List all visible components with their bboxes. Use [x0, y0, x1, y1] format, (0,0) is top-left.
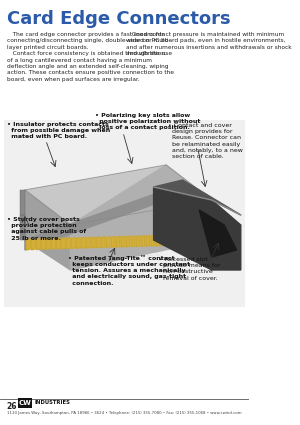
Text: CW: CW: [19, 400, 31, 406]
Polygon shape: [52, 238, 55, 249]
Bar: [20, 190, 25, 215]
Polygon shape: [27, 239, 30, 250]
Polygon shape: [70, 165, 212, 270]
Polygon shape: [146, 235, 150, 246]
Polygon shape: [131, 236, 135, 247]
Polygon shape: [37, 239, 40, 250]
Text: INDUSTRIES: INDUSTRIES: [34, 400, 70, 405]
Polygon shape: [56, 238, 60, 249]
Polygon shape: [91, 237, 95, 248]
Polygon shape: [116, 236, 120, 247]
Polygon shape: [156, 235, 160, 246]
Polygon shape: [86, 237, 90, 248]
Text: • Insulator protects contacts
  from possible damage when
  mated with PC board.: • Insulator protects contacts from possi…: [7, 122, 110, 139]
Text: 1110 James Way, Southampton, PA 18966 • 3624 • Telephone: (215) 355-7080 • Fax: : 1110 James Way, Southampton, PA 18966 • …: [7, 411, 241, 415]
Polygon shape: [96, 237, 100, 248]
Text: • Polarizing key slots allow
  positive polarization without
  loss of a contact: • Polarizing key slots allow positive po…: [95, 113, 201, 130]
Text: 26: 26: [7, 402, 17, 411]
Polygon shape: [76, 238, 80, 249]
Polygon shape: [46, 238, 50, 249]
Polygon shape: [41, 238, 45, 249]
Polygon shape: [61, 238, 65, 249]
Text: CW: CW: [56, 196, 189, 264]
Polygon shape: [81, 237, 85, 248]
Polygon shape: [111, 236, 115, 247]
Polygon shape: [154, 187, 241, 270]
Polygon shape: [106, 237, 110, 248]
Bar: [20, 215, 25, 240]
Polygon shape: [71, 238, 75, 249]
Polygon shape: [136, 236, 140, 246]
Polygon shape: [154, 180, 241, 215]
Polygon shape: [161, 235, 165, 246]
Polygon shape: [126, 236, 130, 247]
Text: The card edge connector provides a fast means for
connecting/disconnecting singl: The card edge connector provides a fast …: [7, 32, 174, 82]
Bar: [4, 120, 245, 307]
Text: Good contact pressure is maintained with minimum
wear on PC board pads, even in : Good contact pressure is maintained with…: [126, 32, 292, 56]
Bar: [18, 398, 32, 408]
Polygon shape: [199, 210, 237, 257]
Polygon shape: [25, 190, 166, 250]
Polygon shape: [141, 235, 145, 246]
Text: • Sturdy cover posts
  provide protection
  against cable pulls of
  25 lb or mo: • Sturdy cover posts provide protection …: [7, 217, 86, 241]
Polygon shape: [66, 238, 70, 249]
Polygon shape: [101, 237, 105, 248]
Polygon shape: [25, 190, 70, 270]
Polygon shape: [121, 236, 125, 247]
Text: INDUSTRIES: INDUSTRIES: [81, 250, 165, 264]
Polygon shape: [25, 165, 212, 225]
Text: • Patented Tang-Tite™ contact
  keeps conductors under constant
  tension. Assur: • Patented Tang-Tite™ contact keeps cond…: [68, 255, 190, 286]
Text: • Recessed slot
  provide means for
  non-destructive
  removal of cover.: • Recessed slot provide means for non-de…: [159, 257, 221, 280]
Text: Card Edge Connectors: Card Edge Connectors: [7, 10, 230, 28]
Polygon shape: [32, 239, 35, 250]
Polygon shape: [151, 235, 155, 246]
Text: • Contact and cover
  design provides for
  Reuse. Connector can
  be relaminate: • Contact and cover design provides for …: [168, 123, 243, 159]
